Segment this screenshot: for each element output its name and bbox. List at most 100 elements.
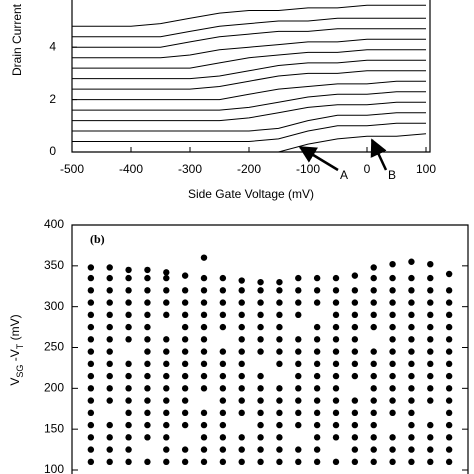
dot xyxy=(295,446,302,453)
dot xyxy=(257,348,264,355)
dot xyxy=(238,397,245,404)
y-label-part: (mV) xyxy=(8,314,22,343)
dot xyxy=(200,254,208,261)
dot xyxy=(163,299,170,306)
dot xyxy=(370,311,377,319)
dot xyxy=(445,323,453,331)
dot xyxy=(106,274,113,282)
dot xyxy=(181,287,189,294)
dot xyxy=(276,385,283,392)
y-tick-label: 2 xyxy=(49,92,56,106)
dot xyxy=(276,278,283,286)
dot xyxy=(408,258,415,265)
dot xyxy=(313,446,321,453)
x-tick-label: -200 xyxy=(237,162,261,176)
dot xyxy=(181,421,189,429)
dot xyxy=(257,397,264,404)
dot xyxy=(427,274,434,282)
dot xyxy=(87,287,95,294)
dot xyxy=(181,458,189,466)
dot xyxy=(144,336,151,343)
dot xyxy=(200,421,208,429)
dot xyxy=(200,274,208,282)
dot xyxy=(219,409,227,417)
dot xyxy=(106,311,113,319)
trace xyxy=(72,4,426,27)
dot xyxy=(408,372,415,380)
dot xyxy=(200,372,208,380)
dot xyxy=(125,299,132,306)
dot xyxy=(257,323,264,331)
dot xyxy=(163,336,170,343)
dot xyxy=(125,360,132,368)
dot xyxy=(125,446,132,453)
trace xyxy=(72,38,426,59)
dot xyxy=(200,311,208,319)
dot xyxy=(181,446,189,453)
dot xyxy=(370,409,377,417)
panel-label: (b) xyxy=(90,232,105,246)
dot xyxy=(125,434,132,441)
dot xyxy=(219,348,227,355)
dot xyxy=(370,323,377,331)
dot xyxy=(351,397,359,404)
dot xyxy=(144,348,151,355)
dot xyxy=(408,397,415,404)
dot xyxy=(163,458,170,466)
dot xyxy=(295,397,302,404)
dot xyxy=(276,434,283,441)
x-tick-label: -100 xyxy=(296,162,320,176)
dot xyxy=(408,287,415,294)
dot xyxy=(276,323,283,331)
dot xyxy=(332,409,340,417)
dot xyxy=(427,372,434,380)
dot xyxy=(144,299,151,306)
dot xyxy=(276,287,283,294)
dot xyxy=(276,446,283,453)
dot xyxy=(87,311,95,319)
dot xyxy=(332,348,340,355)
dot xyxy=(219,434,227,441)
dot xyxy=(332,299,340,306)
dot xyxy=(427,421,434,429)
dot xyxy=(144,458,151,466)
dot xyxy=(125,311,132,319)
dot xyxy=(106,348,113,355)
dot xyxy=(163,421,170,429)
arrow xyxy=(298,145,339,172)
dot xyxy=(144,287,151,294)
dot xyxy=(106,299,113,306)
dot xyxy=(370,287,377,294)
dot xyxy=(125,266,132,274)
dot xyxy=(313,360,321,368)
dot xyxy=(313,385,321,392)
dot xyxy=(238,409,245,417)
dot xyxy=(87,274,95,282)
dot xyxy=(106,360,113,368)
dot xyxy=(445,434,453,441)
dot xyxy=(427,458,434,466)
dot xyxy=(238,348,245,355)
dot xyxy=(332,434,340,441)
dot xyxy=(144,311,151,319)
dot xyxy=(313,421,321,429)
annotation: A xyxy=(340,168,348,182)
dot xyxy=(389,299,396,306)
dot xyxy=(427,385,434,392)
dot xyxy=(163,397,170,404)
dot xyxy=(295,299,302,306)
dot xyxy=(389,323,396,331)
dot xyxy=(163,409,170,417)
dot xyxy=(87,360,95,368)
dot xyxy=(351,446,359,453)
dot xyxy=(87,446,95,453)
trace xyxy=(72,59,426,80)
y-tick-label: 0 xyxy=(49,144,56,158)
dot xyxy=(408,274,415,282)
dot xyxy=(408,348,415,355)
y-tick-label: 4 xyxy=(49,39,56,53)
dot xyxy=(106,434,113,441)
dot xyxy=(370,458,377,466)
trace xyxy=(72,91,426,111)
dot xyxy=(257,287,264,294)
